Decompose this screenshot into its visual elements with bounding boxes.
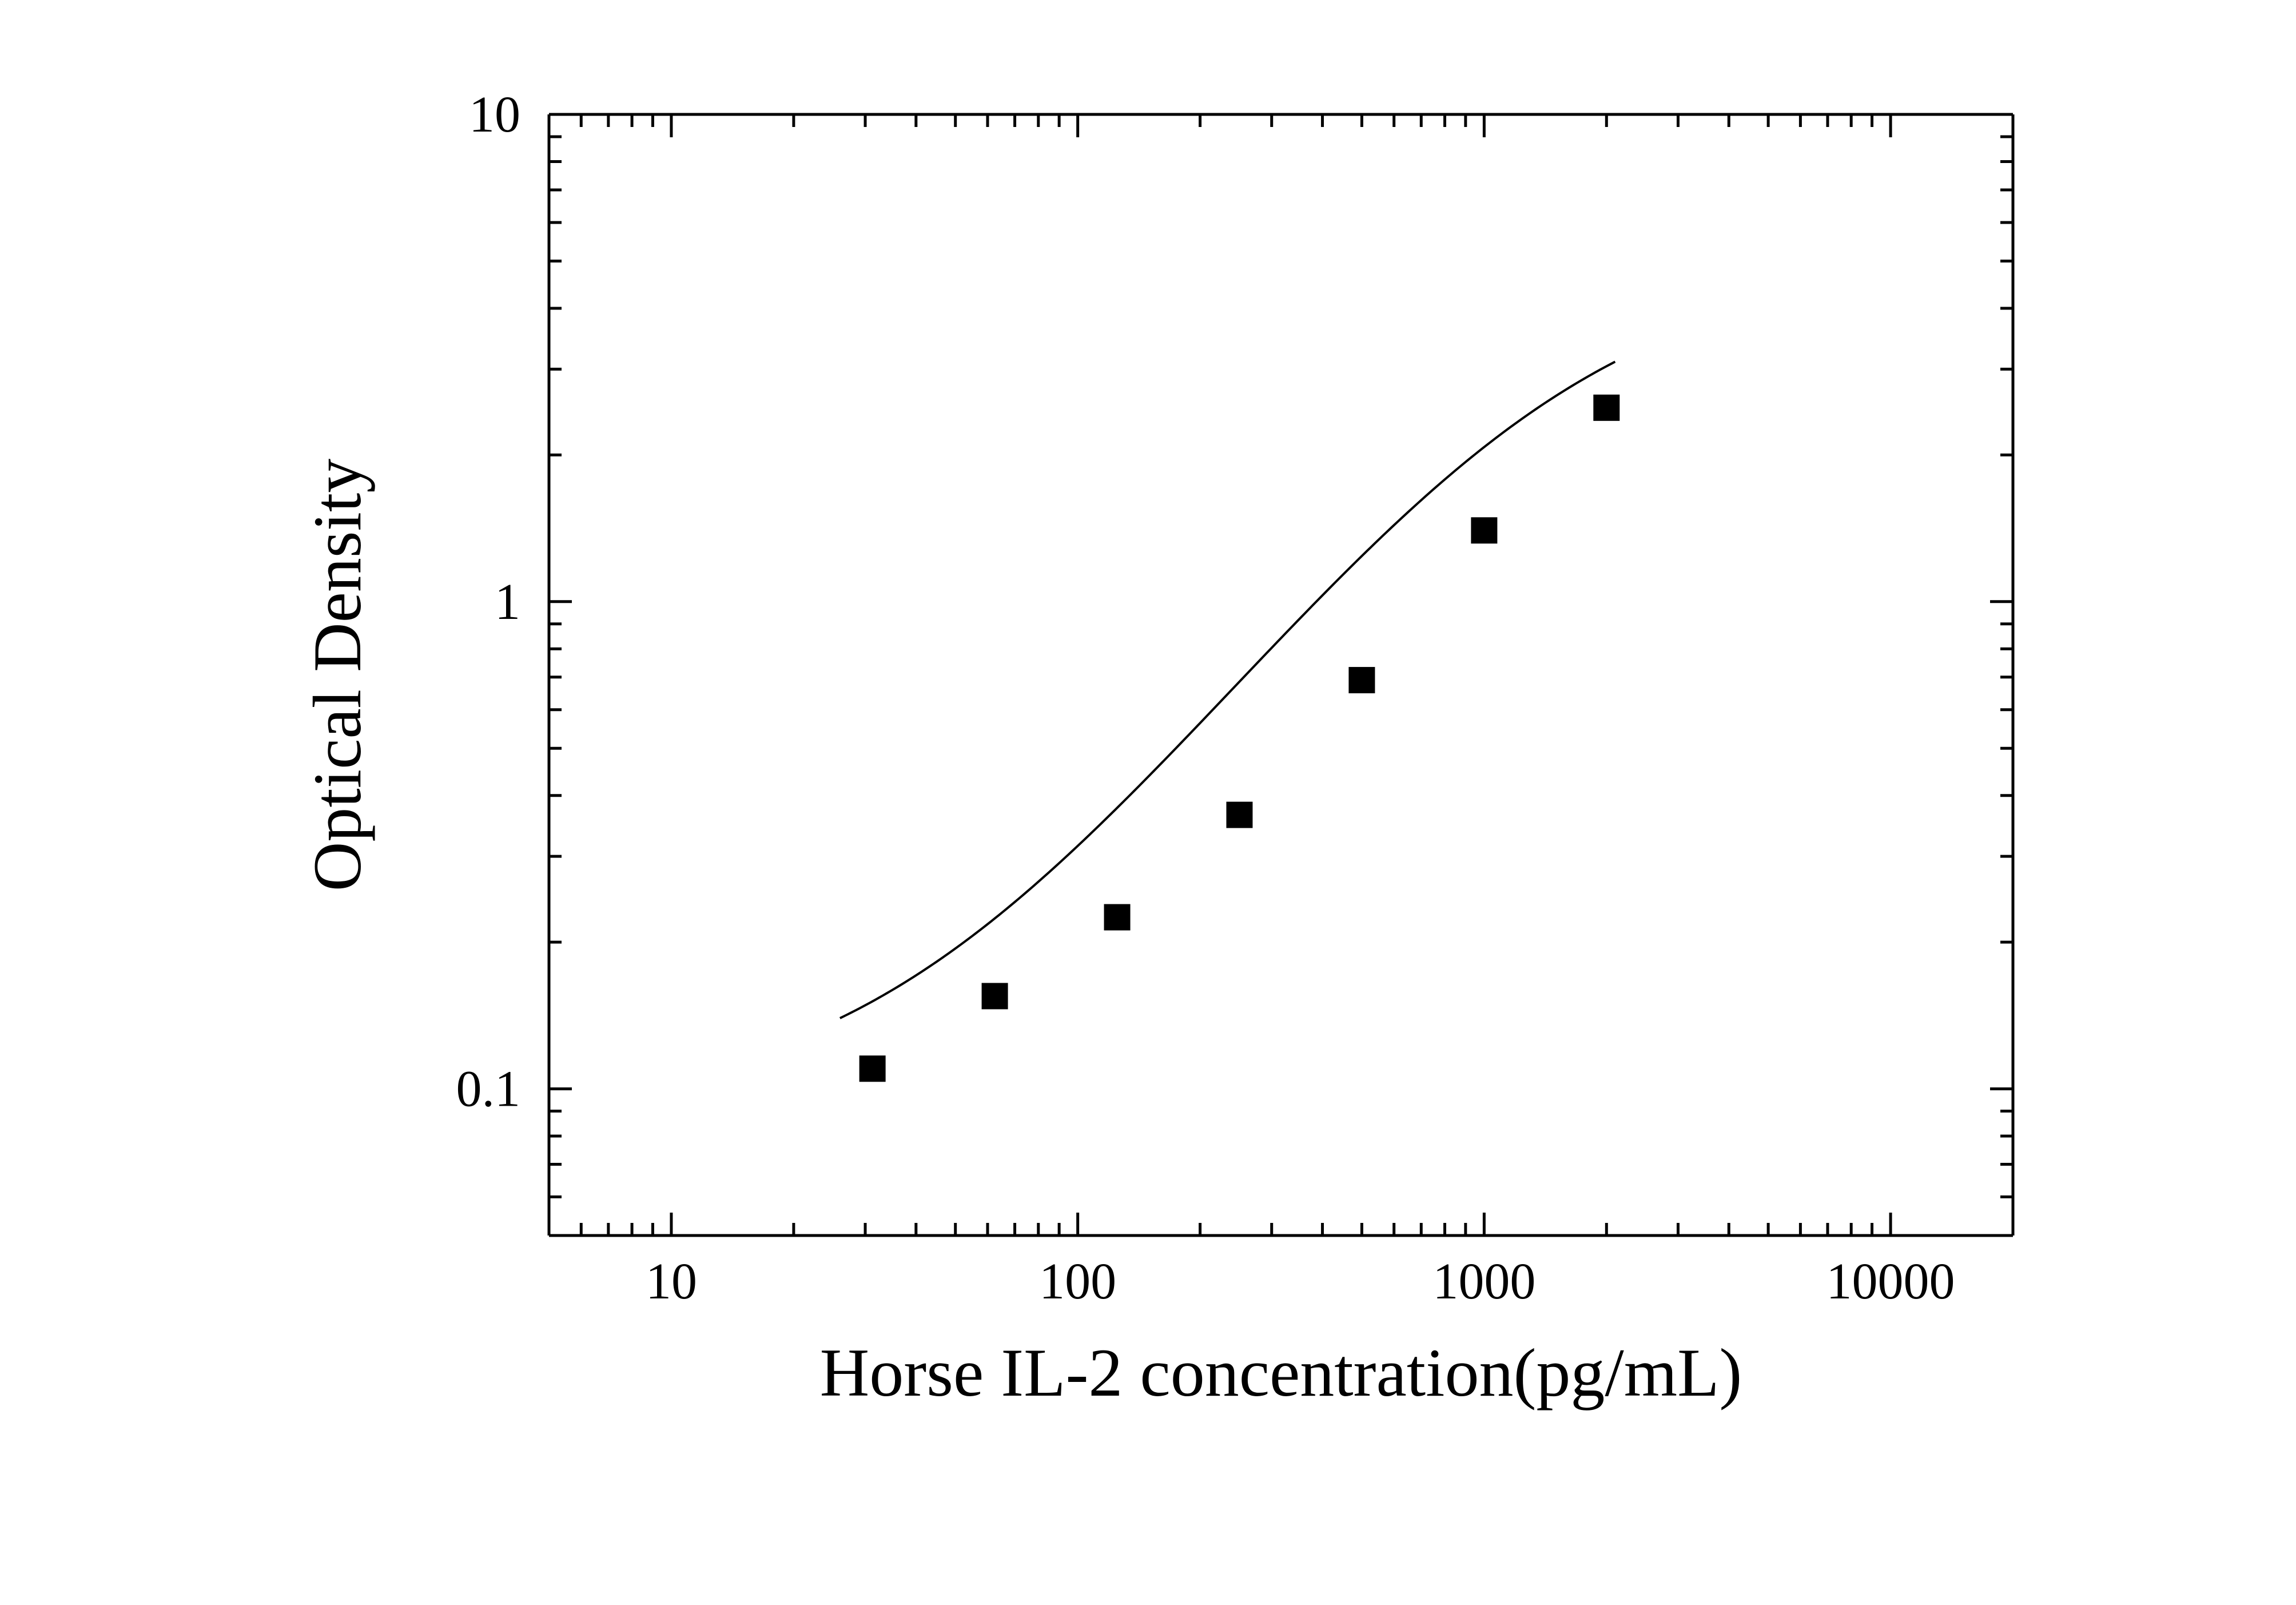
x-axis-label: Horse IL-2 concentration(pg/mL) <box>820 1334 1742 1411</box>
x-tick-label: 10 <box>646 1253 697 1310</box>
data-point <box>1226 802 1252 828</box>
data-point <box>1104 904 1131 931</box>
elisa-standard-curve-chart: 10 100 1000 10000 0.1 1 10 Horse IL-2 concentra… <box>0 0 2296 1605</box>
y-tick-label: 1 <box>495 574 520 630</box>
data-point <box>1471 517 1497 543</box>
y-tick-label: 10 <box>469 86 520 143</box>
data-point <box>859 1055 886 1082</box>
x-tick-label: 10000 <box>1827 1253 1955 1310</box>
x-tick-label: 1000 <box>1432 1253 1535 1310</box>
y-tick-label: 0.1 <box>456 1061 521 1118</box>
data-point <box>1348 667 1375 693</box>
data-point <box>982 983 1008 1009</box>
y-axis-label: Optical Density <box>299 459 375 892</box>
x-tick-label: 100 <box>1039 1253 1116 1310</box>
data-point <box>1593 395 1619 421</box>
chart-container: 10 100 1000 10000 0.1 1 10 Horse IL-2 concentra… <box>0 0 2296 1605</box>
